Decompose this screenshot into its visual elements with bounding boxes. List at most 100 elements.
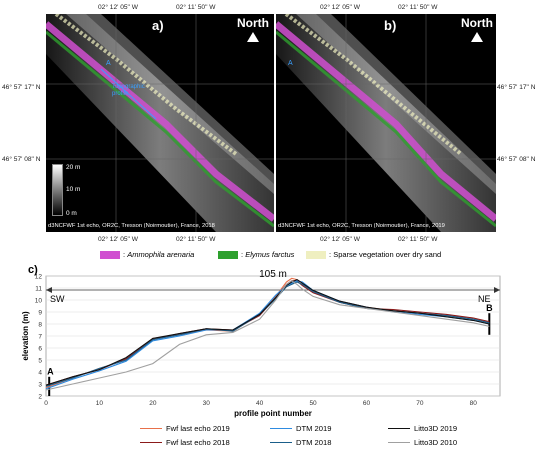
x-tick-label: 80 (470, 400, 478, 407)
y-tick-label: 10 (35, 298, 43, 305)
y-tick-label: 9 (38, 310, 42, 317)
swatch-elymus (218, 250, 238, 259)
series-line-5 (45, 280, 490, 391)
map-image-b (276, 14, 496, 232)
lon-label-top-left: 02° 12' 05" W (98, 4, 138, 11)
x-axis-label: profile point number (234, 409, 312, 418)
panel-b-label: b) (384, 18, 397, 33)
swatch-sparse (306, 250, 326, 259)
map-panel-b: b) North A d3NCFWF 1st echo, OR2C, Tress… (276, 14, 496, 232)
lat-label-lower-left: 46° 57' 08" N (2, 156, 41, 163)
lat-label-lower-right: 46° 57' 08" N (497, 156, 536, 163)
y-tick-label: 3 (38, 382, 42, 389)
map-panel-a: a) North A Topographic profile 20 m 10 m… (46, 14, 274, 232)
series-legend-label: Fwf last echo 2019 (166, 424, 230, 433)
credit-b: d3NCFWF 1st echo, OR2C, Tresson (Noirmou… (278, 223, 445, 229)
x-tick-label: 20 (149, 400, 157, 407)
point-a-label-a: A (106, 60, 111, 67)
legend-prefix: : (329, 250, 332, 259)
chart-panel-label: c) (28, 264, 38, 276)
x-tick-label: 40 (256, 400, 264, 407)
series-legend-label: Litto3D 2010 (414, 438, 458, 447)
panel-a-label: a) (152, 18, 164, 33)
legend-ammophila-label: Ammophila arenaria (127, 250, 195, 259)
lon-label-bottom-left: 02° 12' 05" W (98, 236, 138, 243)
legend-sparse: : Sparse vegetation over dry sand (306, 250, 441, 259)
series-line-0 (45, 277, 490, 389)
scale-top-label: 20 m (66, 164, 81, 171)
legend-sparse-label: Sparse vegetation over dry sand (333, 250, 442, 259)
legend-prefix: : (241, 250, 244, 259)
lon-label-top-left-b: 02° 12' 05" W (320, 4, 360, 11)
lon-label-bottom-right-b: 02° 11' 50" W (398, 236, 438, 243)
x-tick-label: 70 (416, 400, 424, 407)
distance-arrow-right-icon (494, 287, 500, 293)
start-label: A (47, 366, 54, 376)
y-tick-label: 4 (38, 370, 42, 377)
y-tick-label: 12 (35, 274, 43, 281)
x-tick-label: 10 (96, 400, 104, 407)
elevation-profile-chart: 2 3 4 5 6 7 8 9 10 11 12 0 10 20 30 40 50 60 70 80 profile p… (21, 269, 501, 418)
series-legend-label: DTM 2019 (296, 424, 332, 433)
elevation-scale-bar (52, 164, 63, 216)
series-line-1 (45, 280, 490, 386)
series-line-4 (45, 278, 490, 386)
x-tick-label: 60 (363, 400, 371, 407)
distance-label: 105 m (259, 269, 287, 280)
series-legend-item: DTM 2018 (270, 438, 331, 447)
credit-a: d3NCFWF 1st echo, OR2C, Tresson (Noirmou… (48, 223, 215, 229)
end-label: B (486, 303, 493, 313)
series-legend-swatch (270, 442, 292, 443)
series-legend-swatch (270, 428, 292, 429)
lat-label-upper-right: 46° 57' 17" N (497, 84, 536, 91)
x-tick-label: 50 (309, 400, 317, 407)
scale-bottom-label: 0 m (66, 210, 77, 217)
series-legend-swatch (140, 428, 162, 429)
north-indicator-b: North (460, 16, 494, 42)
legend-elymus: : Elymus farctus (218, 250, 294, 259)
lat-label-upper-left: 46° 57' 17" N (2, 84, 41, 91)
series-legend-label: Fwf last echo 2018 (166, 438, 230, 447)
y-tick-label: 6 (38, 346, 42, 353)
north-arrow-icon (471, 32, 483, 42)
y-tick-label: 11 (35, 286, 42, 293)
x-tick-label: 30 (203, 400, 211, 407)
lon-label-bottom-right: 02° 11' 50" W (176, 236, 216, 243)
lon-label-top-right-b: 02° 11' 50" W (398, 4, 438, 11)
y-tick-label: 5 (38, 358, 42, 365)
legend-ammophila: : Ammophila arenaria (100, 250, 194, 259)
series-legend-swatch (140, 442, 162, 443)
legend-prefix: : (123, 250, 126, 259)
lon-label-bottom-left-b: 02° 12' 05" W (320, 236, 360, 243)
series-legend-label: Litto3D 2019 (414, 424, 458, 433)
y-tick-label: 8 (38, 322, 42, 329)
map-image-a (46, 14, 274, 232)
x-tick-label: 0 (44, 400, 48, 407)
legend-elymus-label: Elymus farctus (245, 250, 295, 259)
series-legend-item: DTM 2019 (270, 424, 331, 433)
scale-mid-label: 10 m (66, 186, 81, 193)
series-legend-item: Litto3D 2010 (388, 438, 457, 447)
north-indicator-a: North (236, 16, 270, 42)
point-a-label-b: A (288, 60, 293, 67)
swatch-ammophila (100, 250, 120, 259)
series-legend-item: Litto3D 2019 (388, 424, 457, 433)
direction-sw-label: SW (50, 294, 65, 304)
y-tick-label: 2 (38, 394, 42, 401)
lon-label-top-right: 02° 11' 50" W (176, 4, 216, 11)
series-legend-swatch (388, 428, 410, 429)
distance-arrow-left-icon (46, 287, 52, 293)
series-legend-label: DTM 2018 (296, 438, 332, 447)
series-legend-item: Fwf last echo 2019 (140, 424, 230, 433)
y-axis-label: elevation (m) (21, 311, 30, 361)
y-tick-label: 7 (38, 334, 42, 341)
series-legend-item: Fwf last echo 2018 (140, 438, 230, 447)
series-legend-swatch (388, 442, 410, 443)
north-label-b: North (461, 16, 493, 30)
direction-ne-label: NE (478, 294, 491, 304)
north-label-a: North (237, 16, 269, 30)
profile-label-a: Topographic profile (112, 84, 145, 97)
series-line-3 (45, 281, 490, 387)
series-line-2 (45, 280, 490, 390)
north-arrow-icon (247, 32, 259, 42)
